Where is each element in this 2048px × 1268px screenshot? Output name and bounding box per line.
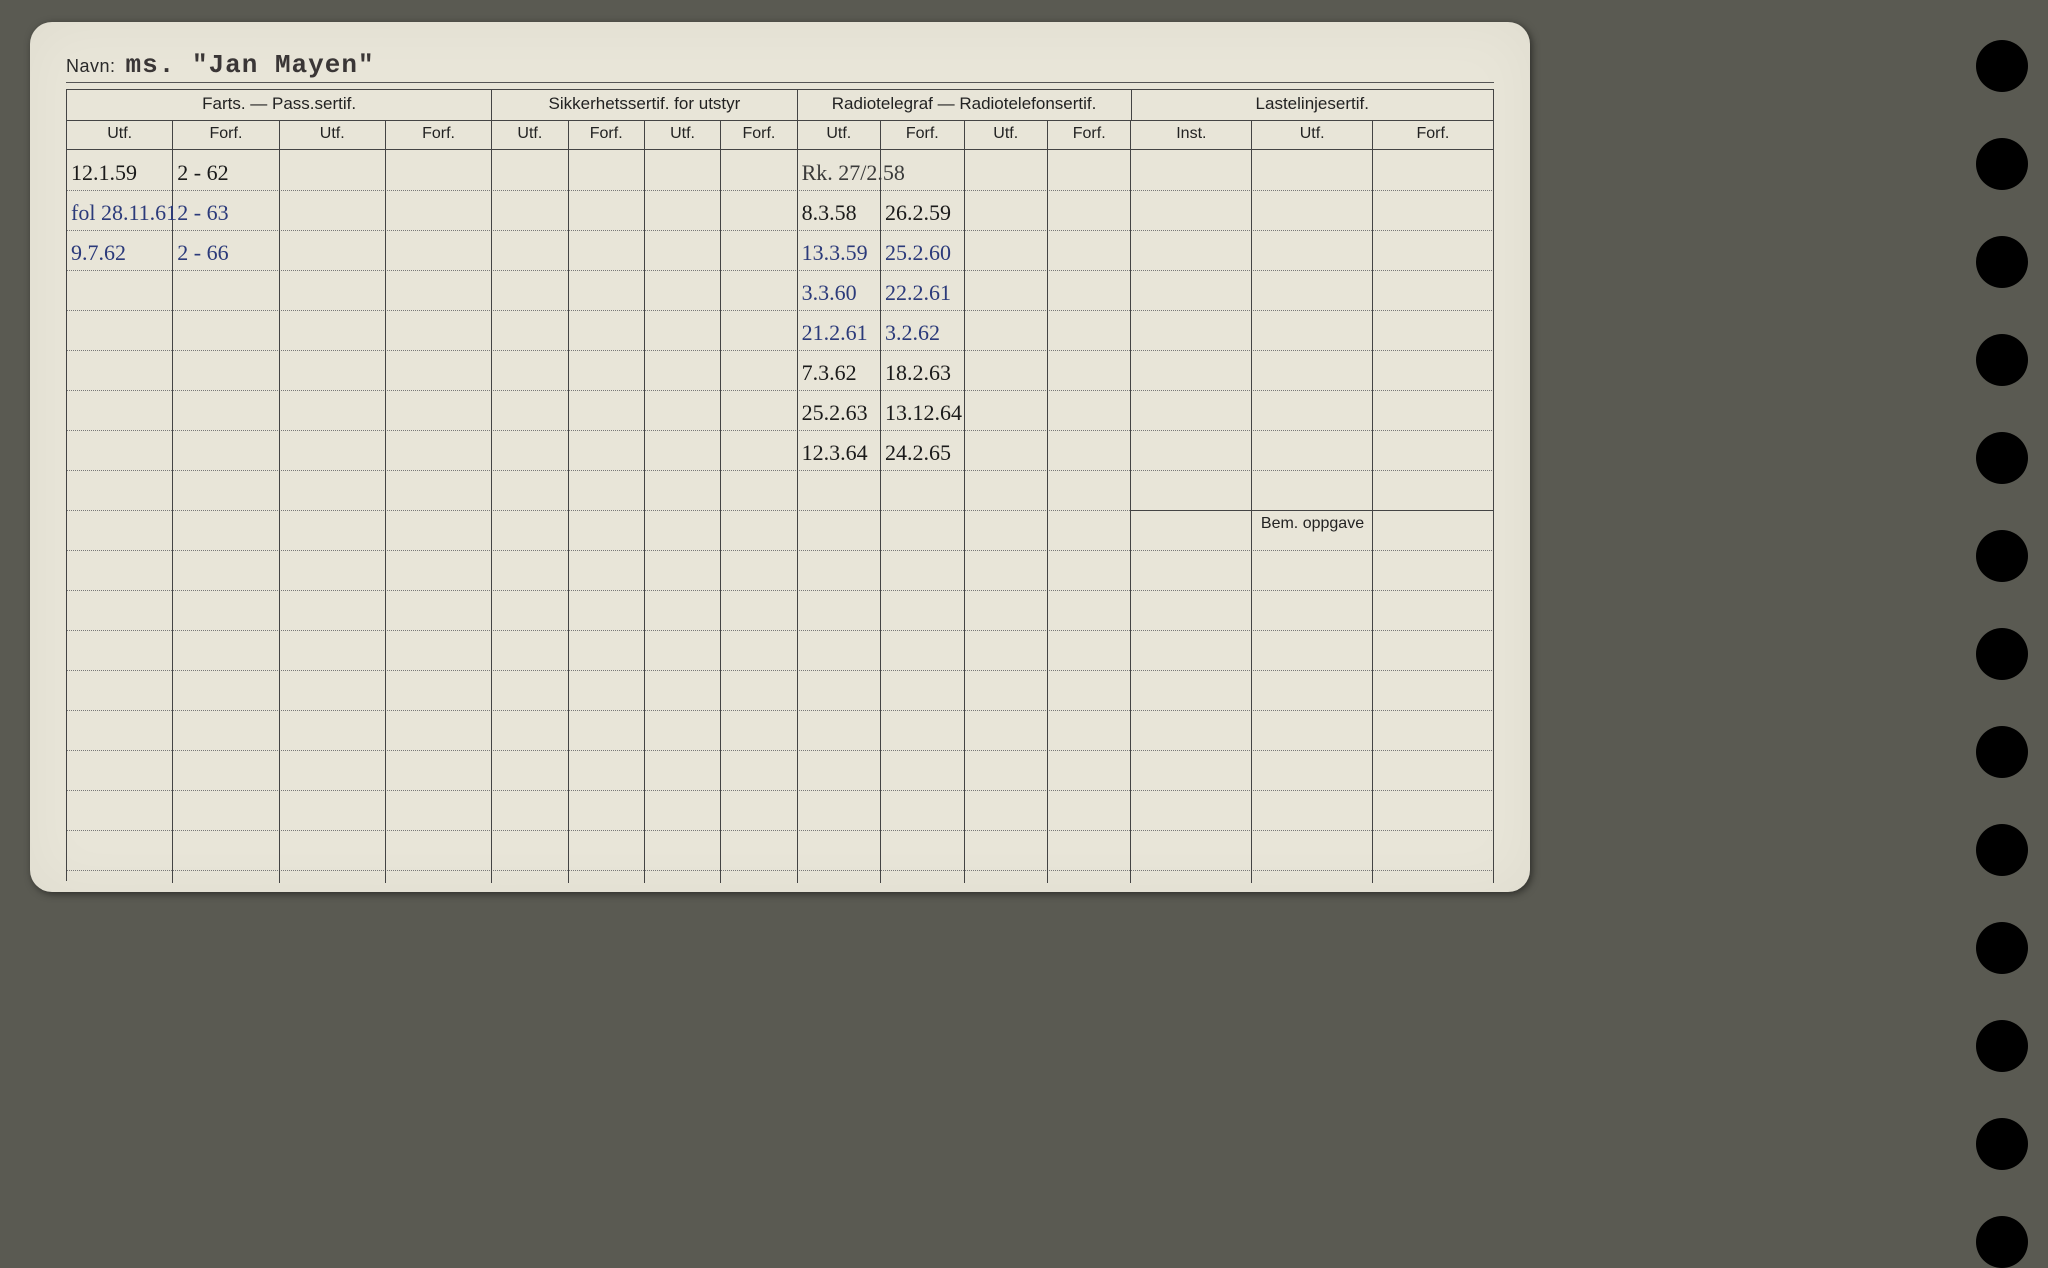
punch-hole bbox=[1976, 726, 2028, 778]
punch-hole bbox=[1976, 40, 2028, 92]
col-rad-forf1: 26.2.59 25.2.60 22.2.61 3.2.62 18.2.63 13.12.… bbox=[881, 150, 964, 883]
subheader-row: Utf. Forf. Utf. Forf. Utf. Forf. Utf. Fo… bbox=[67, 121, 1494, 150]
handwritten-entry: 18.2.63 bbox=[885, 362, 951, 384]
sub-sik-utf2: Utf. bbox=[645, 121, 721, 149]
col-sik-forf2 bbox=[721, 150, 797, 883]
col-rad-utf1: Rk. 27/2.588.3.5813.3.593.3.6021.2.617.3… bbox=[798, 150, 881, 883]
punch-hole bbox=[1976, 1118, 2028, 1170]
sub-farts-utf2: Utf. bbox=[280, 121, 386, 149]
punch-hole bbox=[1976, 628, 2028, 680]
handwritten-entry: 24.2.65 bbox=[885, 442, 951, 464]
sub-las-utf: Utf. bbox=[1252, 121, 1373, 149]
sub-las-forf: Forf. bbox=[1373, 121, 1494, 149]
sub-farts-utf1: Utf. bbox=[67, 121, 173, 149]
punch-hole bbox=[1976, 922, 2028, 974]
sub-farts-forf2: Forf. bbox=[386, 121, 492, 149]
bem-oppgave-box: Bem. oppgave bbox=[1131, 510, 1494, 883]
navn-value: ms. "Jan Mayen" bbox=[126, 50, 375, 80]
col-sik-utf2 bbox=[645, 150, 721, 883]
handwritten-entry: fol 28.11.61 bbox=[71, 202, 177, 224]
col-rad-utf2 bbox=[965, 150, 1048, 883]
sub-rad-forf2: Forf. bbox=[1048, 121, 1131, 149]
col-sik-forf1 bbox=[569, 150, 645, 883]
handwritten-entry: 9.7.62 bbox=[71, 242, 126, 264]
navn-label: Navn: bbox=[66, 56, 116, 77]
sub-rad-utf2: Utf. bbox=[965, 121, 1048, 149]
section-radio: Radiotelegraf — Radiotelefonsertif. bbox=[798, 90, 1132, 120]
handwritten-entry: 26.2.59 bbox=[885, 202, 951, 224]
handwritten-entry: 12.3.64 bbox=[802, 442, 868, 464]
name-row: Navn: ms. "Jan Mayen" bbox=[66, 50, 1494, 83]
punch-hole bbox=[1976, 138, 2028, 190]
section-sikker: Sikkerhetssertif. for utstyr bbox=[492, 90, 797, 120]
punch-hole bbox=[1976, 824, 2028, 876]
col-farts-forf2 bbox=[386, 150, 492, 883]
punch-hole bbox=[1976, 1216, 2028, 1268]
handwritten-entry: 13.12.64 bbox=[885, 402, 962, 424]
handwritten-entry: 25.2.63 bbox=[802, 402, 868, 424]
col-sik-utf1 bbox=[492, 150, 568, 883]
handwritten-entry: 12.1.59 bbox=[71, 162, 137, 184]
col-farts-forf1: 2 - 62 2 - 63 2 - 66 bbox=[173, 150, 279, 883]
handwritten-entry: 22.2.61 bbox=[885, 282, 951, 304]
section-farts: Farts. — Pass.sertif. bbox=[67, 90, 492, 120]
handwritten-entry: 2 - 63 bbox=[177, 202, 228, 224]
sub-rad-forf1: Forf. bbox=[881, 121, 964, 149]
handwritten-entry: 2 - 62 bbox=[177, 162, 228, 184]
punch-hole-column bbox=[1976, 40, 2028, 1268]
col-farts-utf2 bbox=[280, 150, 386, 883]
sub-sik-forf1: Forf. bbox=[569, 121, 645, 149]
handwritten-entry: 7.3.62 bbox=[802, 362, 857, 384]
col-rad-forf2 bbox=[1048, 150, 1131, 883]
bem-oppgave-label: Bem. oppgave bbox=[1261, 515, 1364, 532]
punch-hole bbox=[1976, 530, 2028, 582]
punch-hole bbox=[1976, 432, 2028, 484]
section-laste: Lastelinjesertif. bbox=[1132, 90, 1494, 120]
handwritten-entry: 2 - 66 bbox=[177, 242, 228, 264]
handwritten-entry: 3.3.60 bbox=[802, 282, 857, 304]
handwritten-entry: 13.3.59 bbox=[802, 242, 868, 264]
handwritten-entry: 21.2.61 bbox=[802, 322, 868, 344]
sub-sik-utf1: Utf. bbox=[492, 121, 568, 149]
sub-sik-forf2: Forf. bbox=[721, 121, 797, 149]
punch-hole bbox=[1976, 236, 2028, 288]
scan-area: Navn: ms. "Jan Mayen" Farts. — Pass.sert… bbox=[0, 10, 2048, 958]
punch-hole bbox=[1976, 334, 2028, 386]
grid-body: 12.1.59fol 28.11.619.7.62 2 - 622 - 632 … bbox=[67, 150, 1494, 883]
col-farts-utf1: 12.1.59fol 28.11.619.7.62 bbox=[67, 150, 173, 883]
sub-rad-utf1: Utf. bbox=[798, 121, 881, 149]
certificate-grid: Farts. — Pass.sertif. Sikkerhetssertif. … bbox=[66, 89, 1494, 881]
sub-farts-forf1: Forf. bbox=[173, 121, 279, 149]
handwritten-entry: 25.2.60 bbox=[885, 242, 951, 264]
punch-hole bbox=[1976, 1020, 2028, 1072]
index-card: Navn: ms. "Jan Mayen" Farts. — Pass.sert… bbox=[30, 22, 1530, 892]
section-header-row: Farts. — Pass.sertif. Sikkerhetssertif. … bbox=[67, 90, 1494, 121]
sub-las-inst: Inst. bbox=[1131, 121, 1252, 149]
handwritten-entry: 8.3.58 bbox=[802, 202, 857, 224]
handwritten-entry: 3.2.62 bbox=[885, 322, 940, 344]
